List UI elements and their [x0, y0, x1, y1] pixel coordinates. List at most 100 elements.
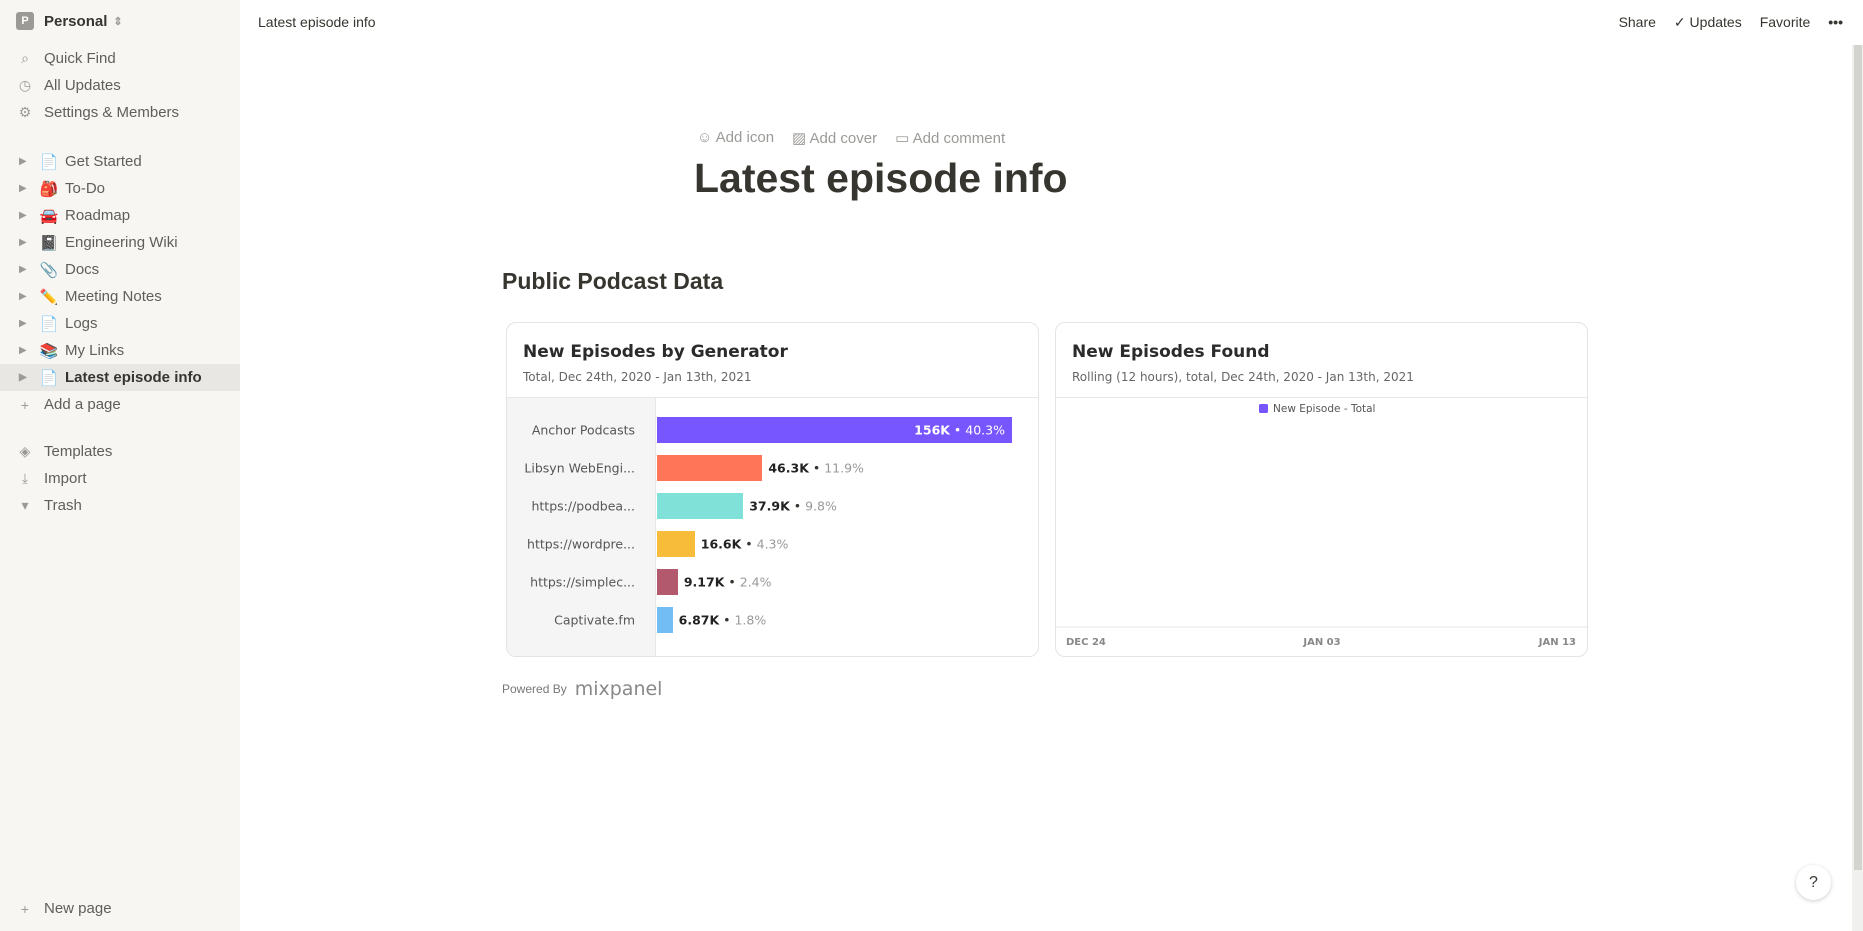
workspace-avatar: P [16, 12, 34, 30]
bar-label: Anchor Podcasts [531, 422, 635, 438]
sidebar-templates[interactable]: ◈ Templates [0, 438, 240, 465]
sidebar-page-to-do[interactable]: ▶ 🎒 To-Do [0, 175, 240, 202]
bar-value-label: 9.17K • 2.4% [683, 574, 772, 590]
page-label: Docs [65, 261, 100, 278]
comment-icon: ▭ [895, 130, 913, 147]
bar[interactable] [657, 607, 673, 633]
bar[interactable] [657, 493, 744, 519]
nav-label: Trash [44, 497, 82, 514]
new-page-button[interactable]: + New page [0, 895, 240, 922]
check-icon: ✓ [1673, 14, 1690, 30]
expand-triangle-icon[interactable]: ▶ [19, 210, 27, 221]
updates-button[interactable]: ✓ Updates [1674, 14, 1742, 31]
page-emoji-icon: 📄 [39, 315, 59, 333]
section-heading: Public Podcast Data [502, 268, 724, 294]
nav-label: All Updates [44, 77, 121, 94]
percent: 9.8% [805, 498, 837, 514]
expand-triangle-icon[interactable]: ▶ [19, 264, 27, 275]
expand-triangle-icon[interactable]: ▶ [19, 318, 27, 329]
new-page-label: New page [44, 900, 112, 917]
value: 6.87K [678, 612, 720, 628]
value: 16.6K [700, 536, 742, 552]
bar[interactable] [657, 417, 1012, 443]
add-comment-button[interactable]: ▭ Add comment [895, 129, 1005, 147]
add-icon-label: Add icon [715, 129, 775, 146]
x-tick-label: JAN 13 [1538, 637, 1576, 648]
gear-icon: ⚙ [18, 104, 32, 120]
bar[interactable] [657, 455, 763, 481]
scrollbar-thumb[interactable] [1854, 45, 1862, 870]
sidebar-page-engineering-wiki[interactable]: ▶ 📓 Engineering Wiki [0, 229, 240, 256]
bar[interactable] [657, 531, 695, 557]
x-tick-label: JAN 03 [1302, 637, 1340, 648]
sidebar-trash[interactable]: ▾ Trash [0, 492, 240, 519]
page-label: Logs [65, 315, 98, 332]
chart-title: New Episodes by Generator [523, 342, 788, 362]
sidebar-nav-all-updates[interactable]: ◷ All Updates [0, 72, 240, 99]
sidebar-page-meeting-notes[interactable]: ▶ ✏️ Meeting Notes [0, 283, 240, 310]
page-label: Roadmap [65, 207, 131, 224]
value: 37.9K [749, 498, 790, 514]
chart-subtitle: Rolling (12 hours), total, Dec 24th, 202… [1072, 370, 1414, 384]
percent: 1.8% [734, 612, 767, 628]
sidebar-page-logs[interactable]: ▶ 📄 Logs [0, 310, 240, 337]
add-icon-button[interactable]: ☺ Add icon [697, 129, 774, 147]
bar[interactable] [657, 569, 678, 595]
expand-triangle-icon[interactable]: ▶ [19, 183, 27, 194]
bar-labels-panel: Anchor Podcasts Libsyn WebEngi... https://… [507, 398, 656, 656]
page-emoji-icon: ✏️ [39, 288, 59, 306]
favorite-button[interactable]: Favorite [1759, 14, 1811, 30]
help-button[interactable]: ? [1796, 865, 1831, 900]
powered-by-label: Powered By [502, 682, 567, 696]
page-emoji-icon: 📄 [39, 369, 59, 387]
expand-triangle-icon[interactable]: ▶ [19, 291, 27, 302]
value: 9.17K [683, 574, 725, 590]
plus-icon: + [20, 900, 30, 917]
sidebar-page-roadmap[interactable]: ▶ 🚘 Roadmap [0, 202, 240, 229]
x-tick-label: DEC 24 [1066, 637, 1106, 648]
expand-triangle-icon[interactable]: ▶ [19, 345, 27, 356]
sidebar-page-docs[interactable]: ▶ 📎 Docs [0, 256, 240, 283]
page-label: Get Started [65, 153, 142, 170]
legend-label: New Episode - Total [1273, 403, 1375, 415]
search-icon: ⌕ [21, 50, 29, 66]
sidebar-page-my-links[interactable]: ▶ 📚 My Links [0, 337, 240, 364]
bar-label: https://simplec... [530, 574, 635, 590]
sidebar-import[interactable]: ⤓ Import [0, 465, 240, 492]
page-label: Latest episode info [65, 369, 202, 386]
nav-label: Settings & Members [44, 104, 180, 121]
chart-subtitle: Total, Dec 24th, 2020 - Jan 13th, 2021 [523, 370, 752, 384]
workspace-switcher[interactable]: P Personal ⇕ [16, 12, 123, 30]
sidebar-nav-quick-find[interactable]: ⌕ Quick Find [0, 45, 240, 72]
sidebar-page-latest-episode-info[interactable]: ▶ 📄 Latest episode info [0, 364, 240, 391]
add-comment-label: Add comment [912, 130, 1006, 147]
workspace-name: Personal [44, 12, 108, 30]
more-icon[interactable]: ••• [1828, 14, 1843, 30]
topbar: Latest episode info Share ✓ Updates Favo… [240, 0, 1863, 45]
share-button[interactable]: Share [1618, 14, 1656, 30]
bar-label: https://podbea... [531, 498, 635, 514]
breadcrumb[interactable]: Latest episode info [258, 14, 376, 30]
percent: 11.9% [824, 460, 864, 476]
percent: 4.3% [756, 536, 789, 552]
add-page-button[interactable]: + Add a page [0, 391, 240, 418]
page-title[interactable]: Latest episode info [694, 155, 1068, 201]
plus-icon: + [20, 396, 30, 413]
expand-triangle-icon[interactable]: ▶ [19, 237, 27, 248]
line-chart-card[interactable]: New Episodes Found Rolling (12 hours), to… [1055, 322, 1588, 657]
bar-chart-card[interactable]: New Episodes by Generator Total, Dec 24th… [506, 322, 1039, 657]
smiley-icon: ☺ [697, 129, 716, 146]
sidebar-page-get-started[interactable]: ▶ 📄 Get Started [0, 148, 240, 175]
mixpanel-logo: mixpanel [574, 678, 663, 700]
trash-icon: ▾ [21, 497, 29, 513]
sidebar-nav-settings-members[interactable]: ⚙ Settings & Members [0, 99, 240, 126]
add-cover-button[interactable]: ▨ Add cover [792, 129, 877, 147]
scrollbar[interactable] [1852, 45, 1863, 931]
image-icon: ▨ [792, 130, 810, 147]
expand-triangle-icon[interactable]: ▶ [19, 156, 27, 167]
expand-triangle-icon[interactable]: ▶ [19, 372, 27, 383]
page-emoji-icon: 📄 [39, 153, 59, 171]
page-emoji-icon: 📓 [39, 234, 59, 252]
add-page-label: Add a page [44, 396, 121, 413]
